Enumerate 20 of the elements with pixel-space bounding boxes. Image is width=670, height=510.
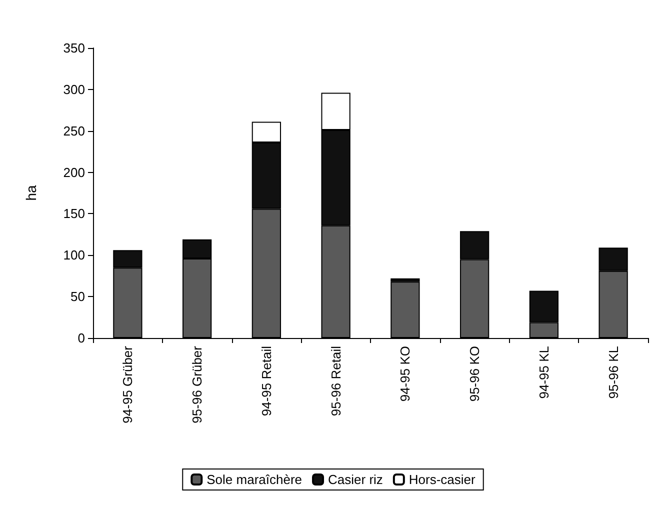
x-tick-label: 94-95 Retail <box>258 346 274 416</box>
x-tick-label: 95-96 KL <box>606 346 621 399</box>
x-tick-label: 94-95 Grüber <box>120 345 136 424</box>
y-axis-title: ha <box>23 185 39 201</box>
y-tick-label: 200 <box>63 164 85 180</box>
y-tick-label: 150 <box>63 206 85 222</box>
y-tick-label: 0 <box>78 330 85 346</box>
legend-label: Sole maraîchère <box>206 472 302 487</box>
x-tick-label: 95-96 Grüber <box>190 345 205 424</box>
y-tick-label: 350 <box>63 40 85 56</box>
y-tick-label: 100 <box>63 248 85 263</box>
legend-label: Hors-casier <box>408 472 476 487</box>
x-tick-label: 95-96 KO <box>467 346 482 402</box>
x-tick-label: 95-96 Retail <box>328 346 344 416</box>
y-tick-label: 300 <box>63 82 85 97</box>
x-tick-label: 94-95 KO <box>398 346 413 402</box>
y-tick-label: 250 <box>63 123 85 138</box>
y-tick-label: 50 <box>70 289 85 304</box>
x-tick-label: 94-95 KL <box>536 346 552 399</box>
legend-label: Casier riz <box>328 472 383 487</box>
